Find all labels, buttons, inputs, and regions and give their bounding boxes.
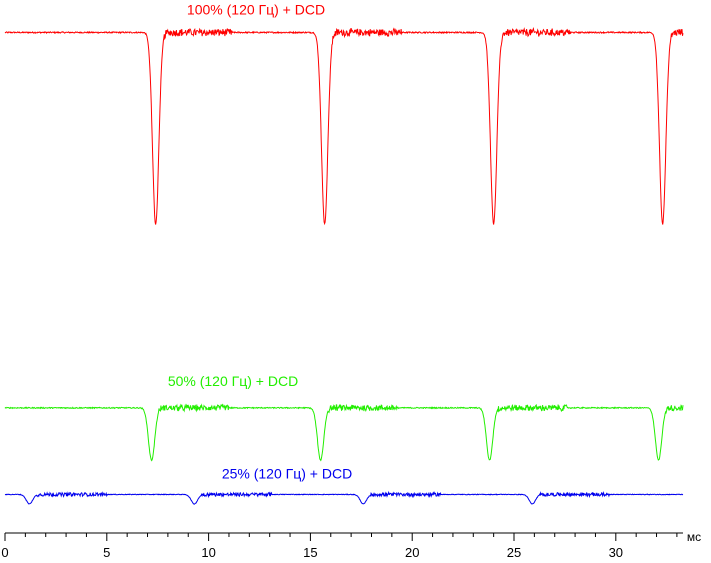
- series-line-1: [4, 26, 684, 226]
- x-tick-label: 25: [507, 545, 521, 560]
- x-tick-label: 10: [201, 545, 215, 560]
- x-tick-label: 5: [103, 545, 110, 560]
- x-tick-label: 20: [405, 545, 419, 560]
- series-line-3: [4, 490, 684, 505]
- x-axis-ticks: 0 5 10 15 20 25 30: [1, 533, 678, 560]
- series-label-2: 50% (120 Гц) + DCD: [168, 373, 298, 389]
- series-label-1: 100% (120 Гц) + DCD: [187, 1, 325, 17]
- x-axis-unit-label: мс: [687, 530, 701, 544]
- x-tick-label: 0: [1, 545, 8, 560]
- x-tick-label: 30: [609, 545, 623, 560]
- series-label-3: 25% (120 Гц) + DCD: [222, 465, 352, 481]
- plot-area: 100% (120 Гц) + DCD 50% (120 Гц) + DCD 25%…: [4, 1, 684, 505]
- x-tick-label: 15: [303, 545, 317, 560]
- series-line-2: [4, 403, 684, 462]
